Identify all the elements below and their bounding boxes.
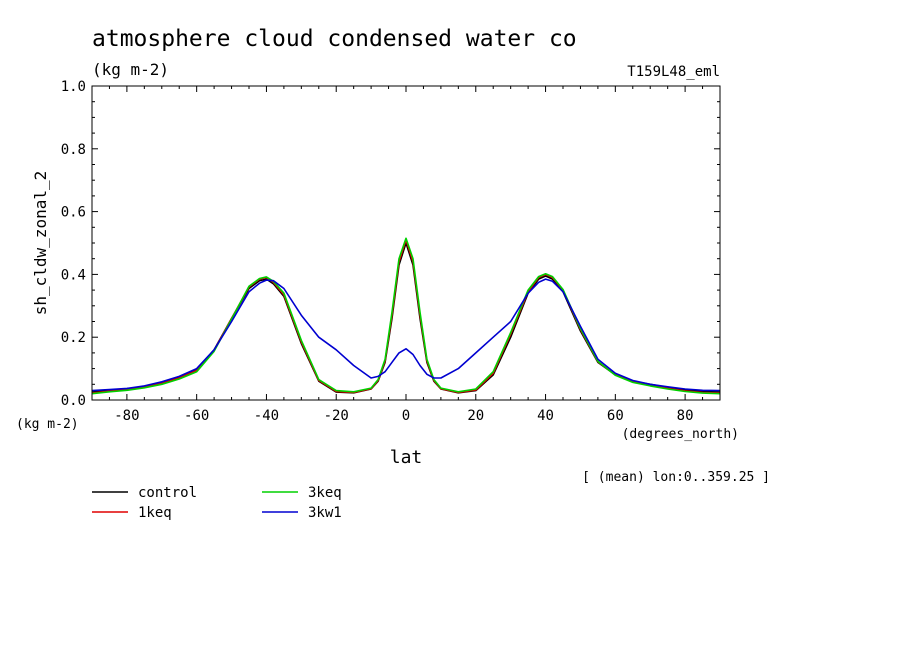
chart-subtitle: (kg m-2) [92,60,169,79]
x-tick-label: 40 [537,408,554,424]
series-line-3keq [91,237,721,395]
x-tick-label: -40 [254,408,279,424]
plot-lines [91,237,721,395]
x-tick-label: -20 [324,408,349,424]
y-tick-label: 0.8 [61,142,86,158]
series-line-1keq [91,239,721,394]
experiment-label: T159L48_eml [627,64,720,80]
x-tick-label: 60 [607,408,624,424]
y-axis-unit: (kg m-2) [16,417,79,432]
series-line-3kw1 [91,278,721,392]
axis-ticks: -80 -60 -40 -20 0 20 40 60 80 0.0 0.2 0.4 0.6 0.8 1.0 [61,79,721,424]
x-axis-unit: (degrees_north) [622,427,739,442]
legend-label-1keq: 1keq [138,505,172,521]
y-tick-label: 0.2 [61,330,86,346]
y-tick-label: 1.0 [61,79,86,95]
x-tick-label: -80 [114,408,139,424]
legend-label-control: control [138,485,197,501]
x-tick-label: 80 [677,408,694,424]
x-axis-label: lat [390,447,423,468]
y-tick-label: 0.6 [61,205,86,221]
legend-label-3keq: 3keq [308,485,342,501]
x-tick-label: -60 [184,408,209,424]
series-line-control [91,242,721,394]
y-tick-label: 0.4 [61,267,86,283]
legend-label-3kw1: 3kw1 [308,505,342,521]
y-tick-label: 0.0 [61,393,86,409]
legend: control 1keq 3keq 3kw1 [92,485,342,521]
averaging-note: [ (mean) lon:0..359.25 ] [582,470,770,485]
x-tick-label: 20 [467,408,484,424]
x-tick-label: 0 [402,408,410,424]
chart-title: atmosphere cloud condensed water co [92,26,577,52]
y-axis-label: sh_cldw_zonal_2 [31,171,50,316]
